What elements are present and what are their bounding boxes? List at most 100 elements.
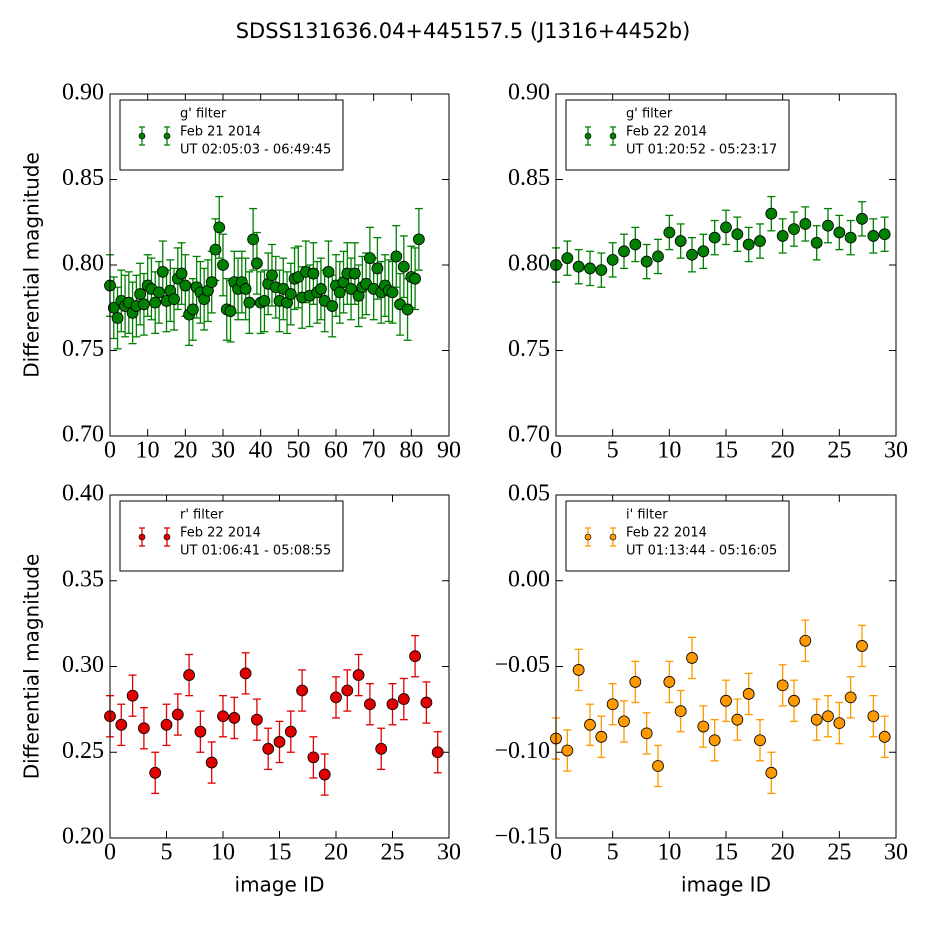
data-point — [250, 257, 263, 270]
data-point — [107, 301, 120, 314]
data-point — [584, 262, 596, 275]
x-tick-label: 30 — [884, 438, 908, 464]
data-point — [205, 276, 218, 289]
data-point — [663, 226, 676, 239]
data-point — [126, 689, 139, 702]
data-point — [595, 264, 608, 277]
x-tick-label: 20 — [324, 840, 348, 866]
x-tick-label: 10 — [657, 840, 681, 866]
x-tick-label: 80 — [399, 438, 423, 464]
data-point — [412, 233, 425, 246]
legend-box — [119, 500, 344, 572]
y-axis-label: Differential magnitude — [20, 554, 44, 780]
data-point — [307, 267, 320, 280]
legend-label: Feb 22 2014 — [180, 526, 261, 541]
data-point — [250, 713, 263, 726]
data-point — [810, 713, 823, 726]
data-point — [401, 303, 414, 316]
data-point — [341, 684, 354, 697]
y-tick-label: 0.90 — [508, 80, 550, 106]
data-point — [652, 250, 664, 263]
data-point — [720, 694, 732, 707]
data-point — [776, 230, 789, 242]
data-point — [674, 705, 687, 717]
legend-box — [119, 99, 344, 171]
x-tick-label: 50 — [286, 438, 310, 464]
data-point — [618, 245, 630, 258]
legend-label: UT 01:06:41 - 05:08:55 — [180, 544, 331, 559]
legend-label: g' filter — [626, 107, 673, 122]
data-point — [754, 734, 766, 747]
data-point — [409, 650, 422, 663]
y-tick-label: −0.10 — [494, 738, 550, 764]
data-point — [149, 766, 162, 779]
data-point — [315, 283, 327, 295]
data-point — [765, 207, 778, 220]
x-tick-label: 25 — [827, 438, 851, 464]
data-point — [115, 718, 128, 731]
legend-marker — [138, 533, 146, 541]
x-tick-label: 0 — [550, 840, 562, 866]
data-point — [595, 730, 608, 743]
data-point — [239, 283, 252, 295]
legend-label: Feb 21 2014 — [180, 125, 261, 140]
data-point — [175, 267, 188, 280]
data-point — [606, 698, 619, 711]
data-point — [686, 652, 698, 664]
data-point — [799, 634, 812, 647]
data-point — [209, 243, 222, 256]
plot-frame — [555, 93, 897, 437]
data-point — [168, 293, 180, 306]
y-tick-label: 0.25 — [62, 738, 104, 764]
data-point — [731, 713, 744, 726]
legend-marker — [584, 132, 592, 140]
legend-marker — [138, 132, 146, 140]
data-point — [606, 253, 619, 266]
data-point — [697, 720, 710, 733]
y-tick-label: 0.90 — [62, 80, 104, 106]
data-point — [731, 228, 744, 241]
data-point — [284, 288, 297, 300]
data-point — [844, 231, 857, 244]
data-point — [262, 742, 275, 755]
data-point — [217, 710, 229, 723]
legend-label: Feb 22 2014 — [626, 125, 707, 140]
legend-marker — [609, 132, 617, 140]
y-axis-label: Differential magnitude — [20, 152, 44, 378]
data-point — [663, 676, 676, 688]
data-point — [284, 725, 297, 738]
data-point — [420, 696, 433, 709]
data-point — [742, 238, 755, 251]
data-point — [640, 727, 653, 740]
data-point — [618, 715, 630, 728]
x-tick-label: 5 — [607, 840, 619, 866]
y-tick-label: 0.35 — [62, 566, 104, 592]
data-point — [822, 219, 834, 232]
x-tick-label: 5 — [161, 840, 173, 866]
data-point — [186, 303, 199, 316]
data-point — [561, 744, 574, 757]
data-point — [788, 694, 800, 707]
data-point — [352, 669, 365, 681]
legend-marker — [609, 533, 617, 541]
data-point — [629, 238, 642, 251]
data-point — [213, 221, 226, 234]
data-point — [572, 260, 585, 273]
data-point — [333, 286, 346, 299]
data-point — [345, 283, 357, 295]
x-tick-label: 0 — [104, 438, 116, 464]
data-point — [330, 691, 342, 704]
data-point — [111, 312, 124, 324]
plot-frame — [109, 93, 450, 437]
x-tick-label: 70 — [362, 438, 386, 464]
data-point — [318, 768, 331, 781]
data-point — [194, 725, 207, 738]
x-tick-label: 25 — [827, 840, 851, 866]
legend-label: Feb 22 2014 — [626, 526, 707, 541]
x-tick-label: 0 — [550, 438, 562, 464]
legend-marker — [163, 132, 171, 140]
data-point — [247, 233, 260, 246]
data-point — [179, 279, 192, 292]
x-tick-label: 5 — [607, 438, 619, 464]
